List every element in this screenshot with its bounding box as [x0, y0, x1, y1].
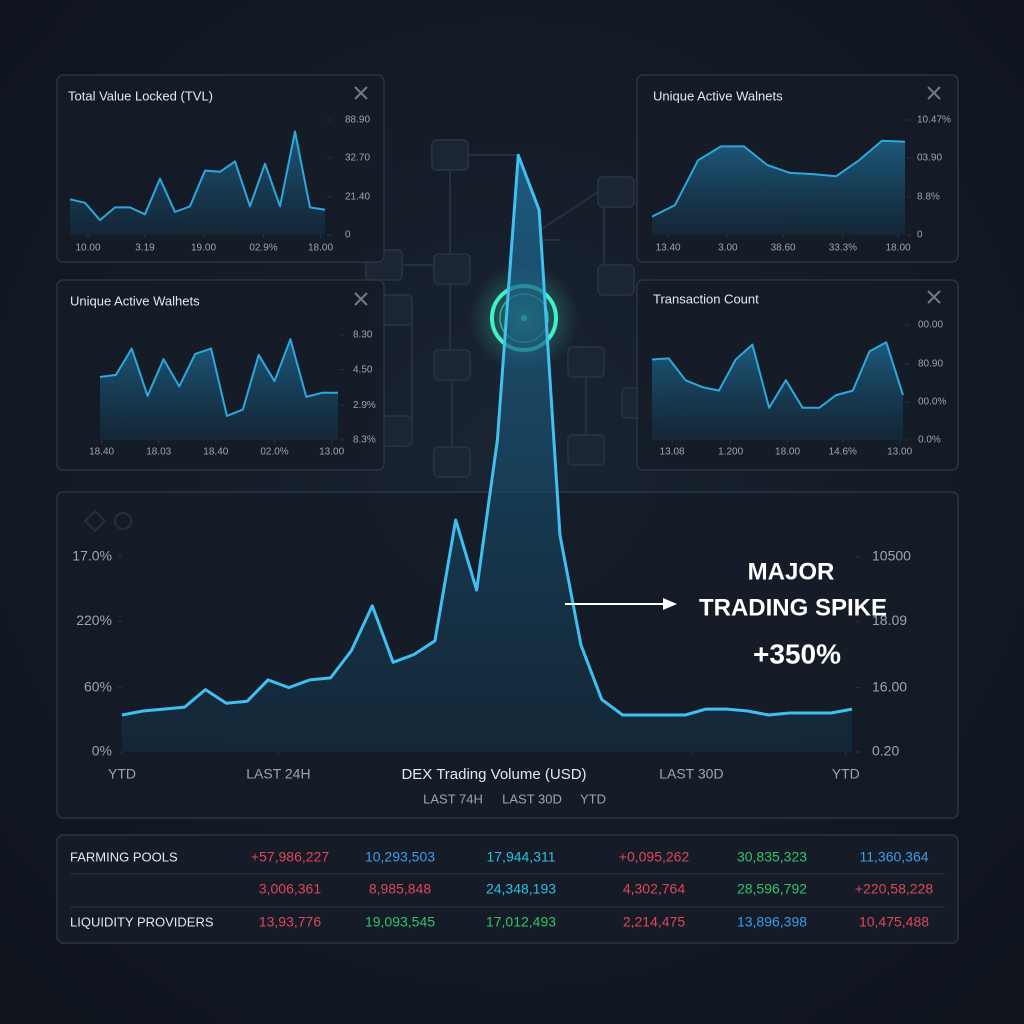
x-tick-label: 02.0%	[260, 447, 288, 458]
y-tick-label: 8.3%	[353, 435, 376, 446]
table-cell: 17,012,493	[486, 914, 556, 930]
y-tick-label: 32.70	[345, 153, 370, 164]
y-tick-label: 60%	[84, 678, 112, 694]
y2-tick-label: 10500	[872, 548, 911, 564]
y-tick-label: 10.47%	[917, 115, 951, 126]
panel-title: Unique Active Walhets	[70, 293, 200, 308]
y-tick-label: 220%	[76, 612, 112, 628]
x-tick-label: 38.60	[771, 243, 796, 254]
x-tick-label: 10.00	[75, 243, 100, 254]
close-button[interactable]	[927, 86, 941, 100]
y-tick-label: 2.9%	[353, 400, 376, 411]
y2-tick-label: 16.00	[872, 678, 907, 694]
range-button[interactable]: LAST 30D	[502, 791, 562, 806]
table-panel	[56, 834, 959, 944]
y-tick-label: 0%	[92, 743, 112, 759]
y-tick-label: 21.40	[345, 192, 370, 203]
row-label: FARMING POOLS	[70, 849, 178, 864]
y-tick-label: 80.90	[918, 359, 943, 370]
y-tick-label: 8.8%	[917, 192, 940, 203]
panel-title: Total Value Locked (TVL)	[68, 88, 213, 103]
table-cell: +220,58,228	[855, 881, 933, 897]
close-button[interactable]	[927, 290, 941, 304]
close-button[interactable]	[354, 86, 368, 100]
x-tick-label: 18.00	[308, 243, 333, 254]
x-tick-label: 13.00	[887, 447, 912, 458]
y2-tick-label: 18.09	[872, 612, 907, 628]
table-cell: +0,095,262	[619, 849, 690, 865]
x-tick-label: 18.00	[886, 243, 911, 254]
table-cell: 10,475,488	[859, 914, 929, 930]
y-tick-label: 0.0%	[918, 435, 941, 446]
table-cell: 19,093,545	[365, 914, 435, 930]
y-tick-label: 8.30	[353, 330, 373, 341]
y-tick-label: 4.50	[353, 364, 373, 375]
x-tick-label: 18.40	[203, 447, 228, 458]
panel-title: Transaction Count	[653, 291, 759, 306]
table-cell: 8,985,848	[369, 881, 431, 897]
y-tick-label: 03.90	[917, 153, 942, 164]
y-tick-label: 0	[345, 230, 351, 241]
series-line	[121, 153, 853, 717]
table-cell: 28,596,792	[737, 881, 807, 897]
annotation-text: +350%	[753, 638, 841, 669]
annotation-text: TRADING SPIKE	[699, 594, 887, 621]
row-label: LIQUIDITY PROVIDERS	[70, 914, 214, 929]
x-tick-label: 3.19	[135, 243, 155, 254]
range-button[interactable]: YTD	[580, 791, 606, 806]
x-tick-label: 13.08	[660, 447, 685, 458]
x-tick-label: 13.00	[319, 447, 344, 458]
panel	[636, 279, 959, 471]
x-tick-label: YTD	[832, 766, 860, 782]
table-cell: 11,360,364	[859, 849, 928, 865]
panel	[56, 279, 385, 471]
area-fill	[100, 339, 338, 440]
x-tick-label: YTD	[108, 766, 136, 782]
y-tick-label: 17.0%	[72, 548, 112, 564]
y-tick-label: 00.0%	[918, 397, 946, 408]
area-fill	[652, 342, 903, 440]
series-line	[651, 341, 904, 409]
annotation-text: MAJOR	[748, 558, 835, 585]
x-tick-label: 18.00	[775, 447, 800, 458]
panel-title: Unique Active Walnets	[653, 88, 783, 103]
x-tick-label: 1.200	[718, 447, 743, 458]
x-tick-label: 14.6%	[829, 447, 857, 458]
y-tick-label: 0	[917, 230, 923, 241]
close-button[interactable]	[354, 292, 368, 306]
y-tick-label: 00.00	[918, 320, 943, 331]
x-tick-label: 02.9%	[249, 243, 277, 254]
table-cell: 2,214,475	[623, 914, 685, 930]
table-cell: 24,348,193	[486, 881, 556, 897]
table-cell: 10,293,503	[365, 849, 435, 865]
series-line	[69, 130, 326, 222]
area-fill	[652, 140, 905, 235]
table-cell: 4,302,764	[623, 881, 685, 897]
x-tick-label: 18.40	[89, 447, 114, 458]
series-line	[99, 338, 338, 417]
x-tick-label: LAST 30D	[659, 766, 723, 782]
x-axis-label: DEX Trading Volume (USD)	[401, 766, 586, 783]
table-cell: 13,93,776	[259, 914, 321, 930]
flow-decoration	[365, 139, 659, 478]
y2-tick-label: 0.20	[872, 743, 899, 759]
series-line	[651, 139, 906, 218]
range-button[interactable]: LAST 74H	[423, 791, 483, 806]
x-tick-label: LAST 24H	[246, 766, 310, 782]
area-fill	[122, 155, 852, 753]
x-tick-label: 3.00	[718, 243, 738, 254]
table-cell: +57,986,227	[251, 849, 329, 865]
y-tick-label: 88.90	[345, 115, 370, 126]
x-tick-label: 13.40	[656, 243, 681, 254]
table-cell: 30,835,323	[737, 849, 807, 865]
table-cell: 13,896,398	[737, 914, 807, 930]
x-tick-label: 33.3%	[829, 243, 857, 254]
table-cell: 17,944,311	[486, 849, 555, 865]
table-cell: 3,006,361	[259, 881, 321, 897]
annotation-arrowhead	[663, 598, 677, 610]
x-tick-label: 18.03	[146, 447, 171, 458]
x-tick-label: 19.00	[191, 243, 216, 254]
